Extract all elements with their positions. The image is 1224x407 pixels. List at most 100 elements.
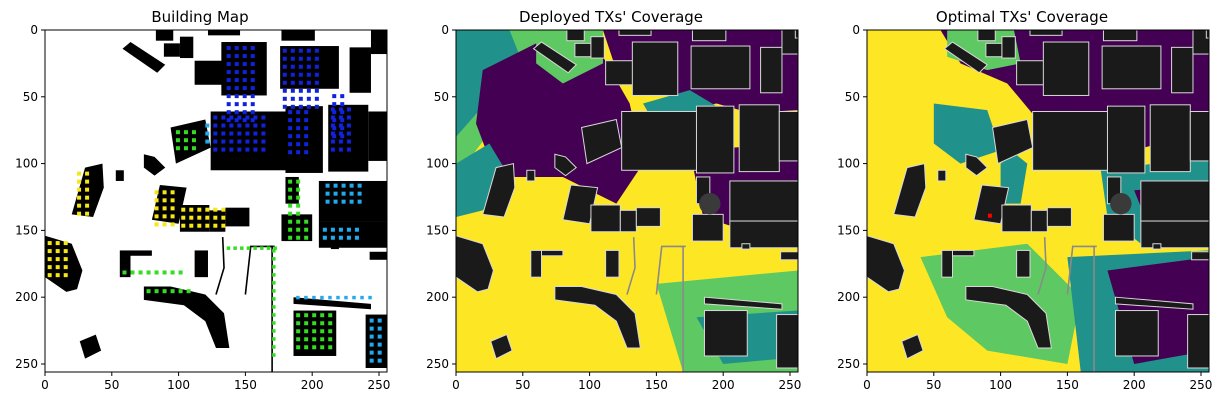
building [530, 249, 542, 278]
receiver-marker [183, 130, 188, 135]
receiver-marker [349, 199, 354, 204]
receiver-marker [261, 139, 266, 144]
receiver-marker [175, 146, 180, 151]
receiver-marker [197, 223, 202, 228]
building [741, 243, 751, 250]
receiver-marker [138, 270, 143, 275]
receiver-marker [237, 147, 242, 152]
y-tick-label: 150 [15, 223, 38, 237]
receiver-marker [245, 139, 250, 144]
receiver-marker [304, 142, 309, 147]
receiver-marker [357, 183, 362, 188]
receiver-marker [245, 131, 250, 136]
receiver-marker [213, 215, 218, 220]
receiver-marker [338, 107, 343, 112]
receiver-marker [250, 110, 255, 115]
receiver-marker [272, 249, 276, 253]
receiver-marker [296, 313, 301, 318]
transmitter-marker [987, 213, 992, 218]
receiver-marker [205, 131, 210, 136]
x-tick-label: 200 [712, 378, 735, 392]
receiver-marker [229, 123, 234, 128]
receiver-marker [272, 257, 276, 261]
receiver-marker [237, 139, 242, 144]
receiver-marker [304, 227, 309, 232]
building [79, 334, 102, 359]
building [365, 314, 387, 368]
receiver-marker [63, 249, 68, 254]
building [115, 170, 124, 181]
building [384, 30, 387, 39]
receiver-marker [266, 246, 271, 250]
building [943, 41, 989, 74]
receiver-marker [290, 96, 295, 101]
receiver-marker [346, 139, 351, 144]
building [330, 243, 339, 250]
receiver-marker [296, 126, 301, 131]
receiver-marker [170, 198, 175, 203]
receiver-marker [181, 207, 186, 212]
receiver-marker [312, 313, 317, 318]
receiver-marker [346, 147, 351, 152]
x-tick-label: 100 [167, 378, 190, 392]
receiver-marker [55, 273, 60, 278]
receiver-marker [154, 198, 159, 203]
receiver-marker [320, 313, 325, 318]
building [631, 41, 679, 96]
receiver-marker [312, 345, 317, 350]
receiver-marker [226, 54, 231, 59]
receiver-marker [175, 138, 180, 143]
building [738, 104, 780, 173]
receiver-marker [325, 191, 330, 196]
receiver-marker [304, 313, 309, 318]
receiver-marker [332, 126, 337, 131]
receiver-marker [298, 80, 303, 85]
receiver-marker [221, 223, 226, 228]
receiver-marker [288, 142, 293, 147]
receiver-marker [330, 131, 335, 136]
receiver-marker [296, 345, 301, 350]
receiver-marker [346, 115, 351, 120]
y-tick-label: 100 [426, 157, 449, 171]
receiver-marker [288, 235, 293, 240]
building [605, 249, 620, 278]
receiver-marker [338, 147, 343, 152]
building [618, 30, 652, 36]
receiver-marker [354, 227, 359, 232]
receiver-marker [77, 187, 82, 192]
receiver-marker [229, 147, 234, 152]
y-tick-label: 0 [852, 23, 860, 37]
road-line [1066, 245, 1095, 372]
receiver-marker [250, 78, 255, 83]
receiver-marker [377, 318, 382, 323]
receiver-marker [85, 179, 90, 184]
receiver-marker [226, 70, 231, 75]
receiver-marker [306, 96, 311, 101]
receiver-marker [306, 48, 311, 53]
receiver-marker [340, 118, 345, 123]
receiver-marker [226, 110, 231, 115]
optimal-coverage-plot: 0 0 50 50 100 100 150 150 200 200 250 250 [837, 23, 1212, 392]
receiver-marker [338, 227, 343, 232]
building [1152, 243, 1162, 250]
receiver-marker [322, 235, 327, 240]
receiver-marker [304, 118, 309, 123]
receiver-marker [189, 215, 194, 220]
building [456, 235, 494, 293]
y-tick-label: 50 [845, 90, 860, 104]
receiver-marker [273, 246, 277, 250]
receiver-marker [330, 235, 335, 240]
y-tick-label: 150 [426, 223, 449, 237]
receiver-marker [253, 139, 258, 144]
building [532, 41, 578, 74]
coverage-region [933, 103, 1001, 164]
receiver-marker [170, 214, 175, 219]
panel-title: Deployed TXs' Coverage [518, 8, 704, 26]
receiver-marker [221, 131, 226, 136]
receiver-marker [272, 337, 276, 341]
receiver-marker [240, 246, 244, 250]
receiver-marker [191, 146, 196, 151]
receiver-marker [369, 326, 374, 331]
receiver-marker [340, 94, 345, 99]
building [1046, 207, 1072, 227]
